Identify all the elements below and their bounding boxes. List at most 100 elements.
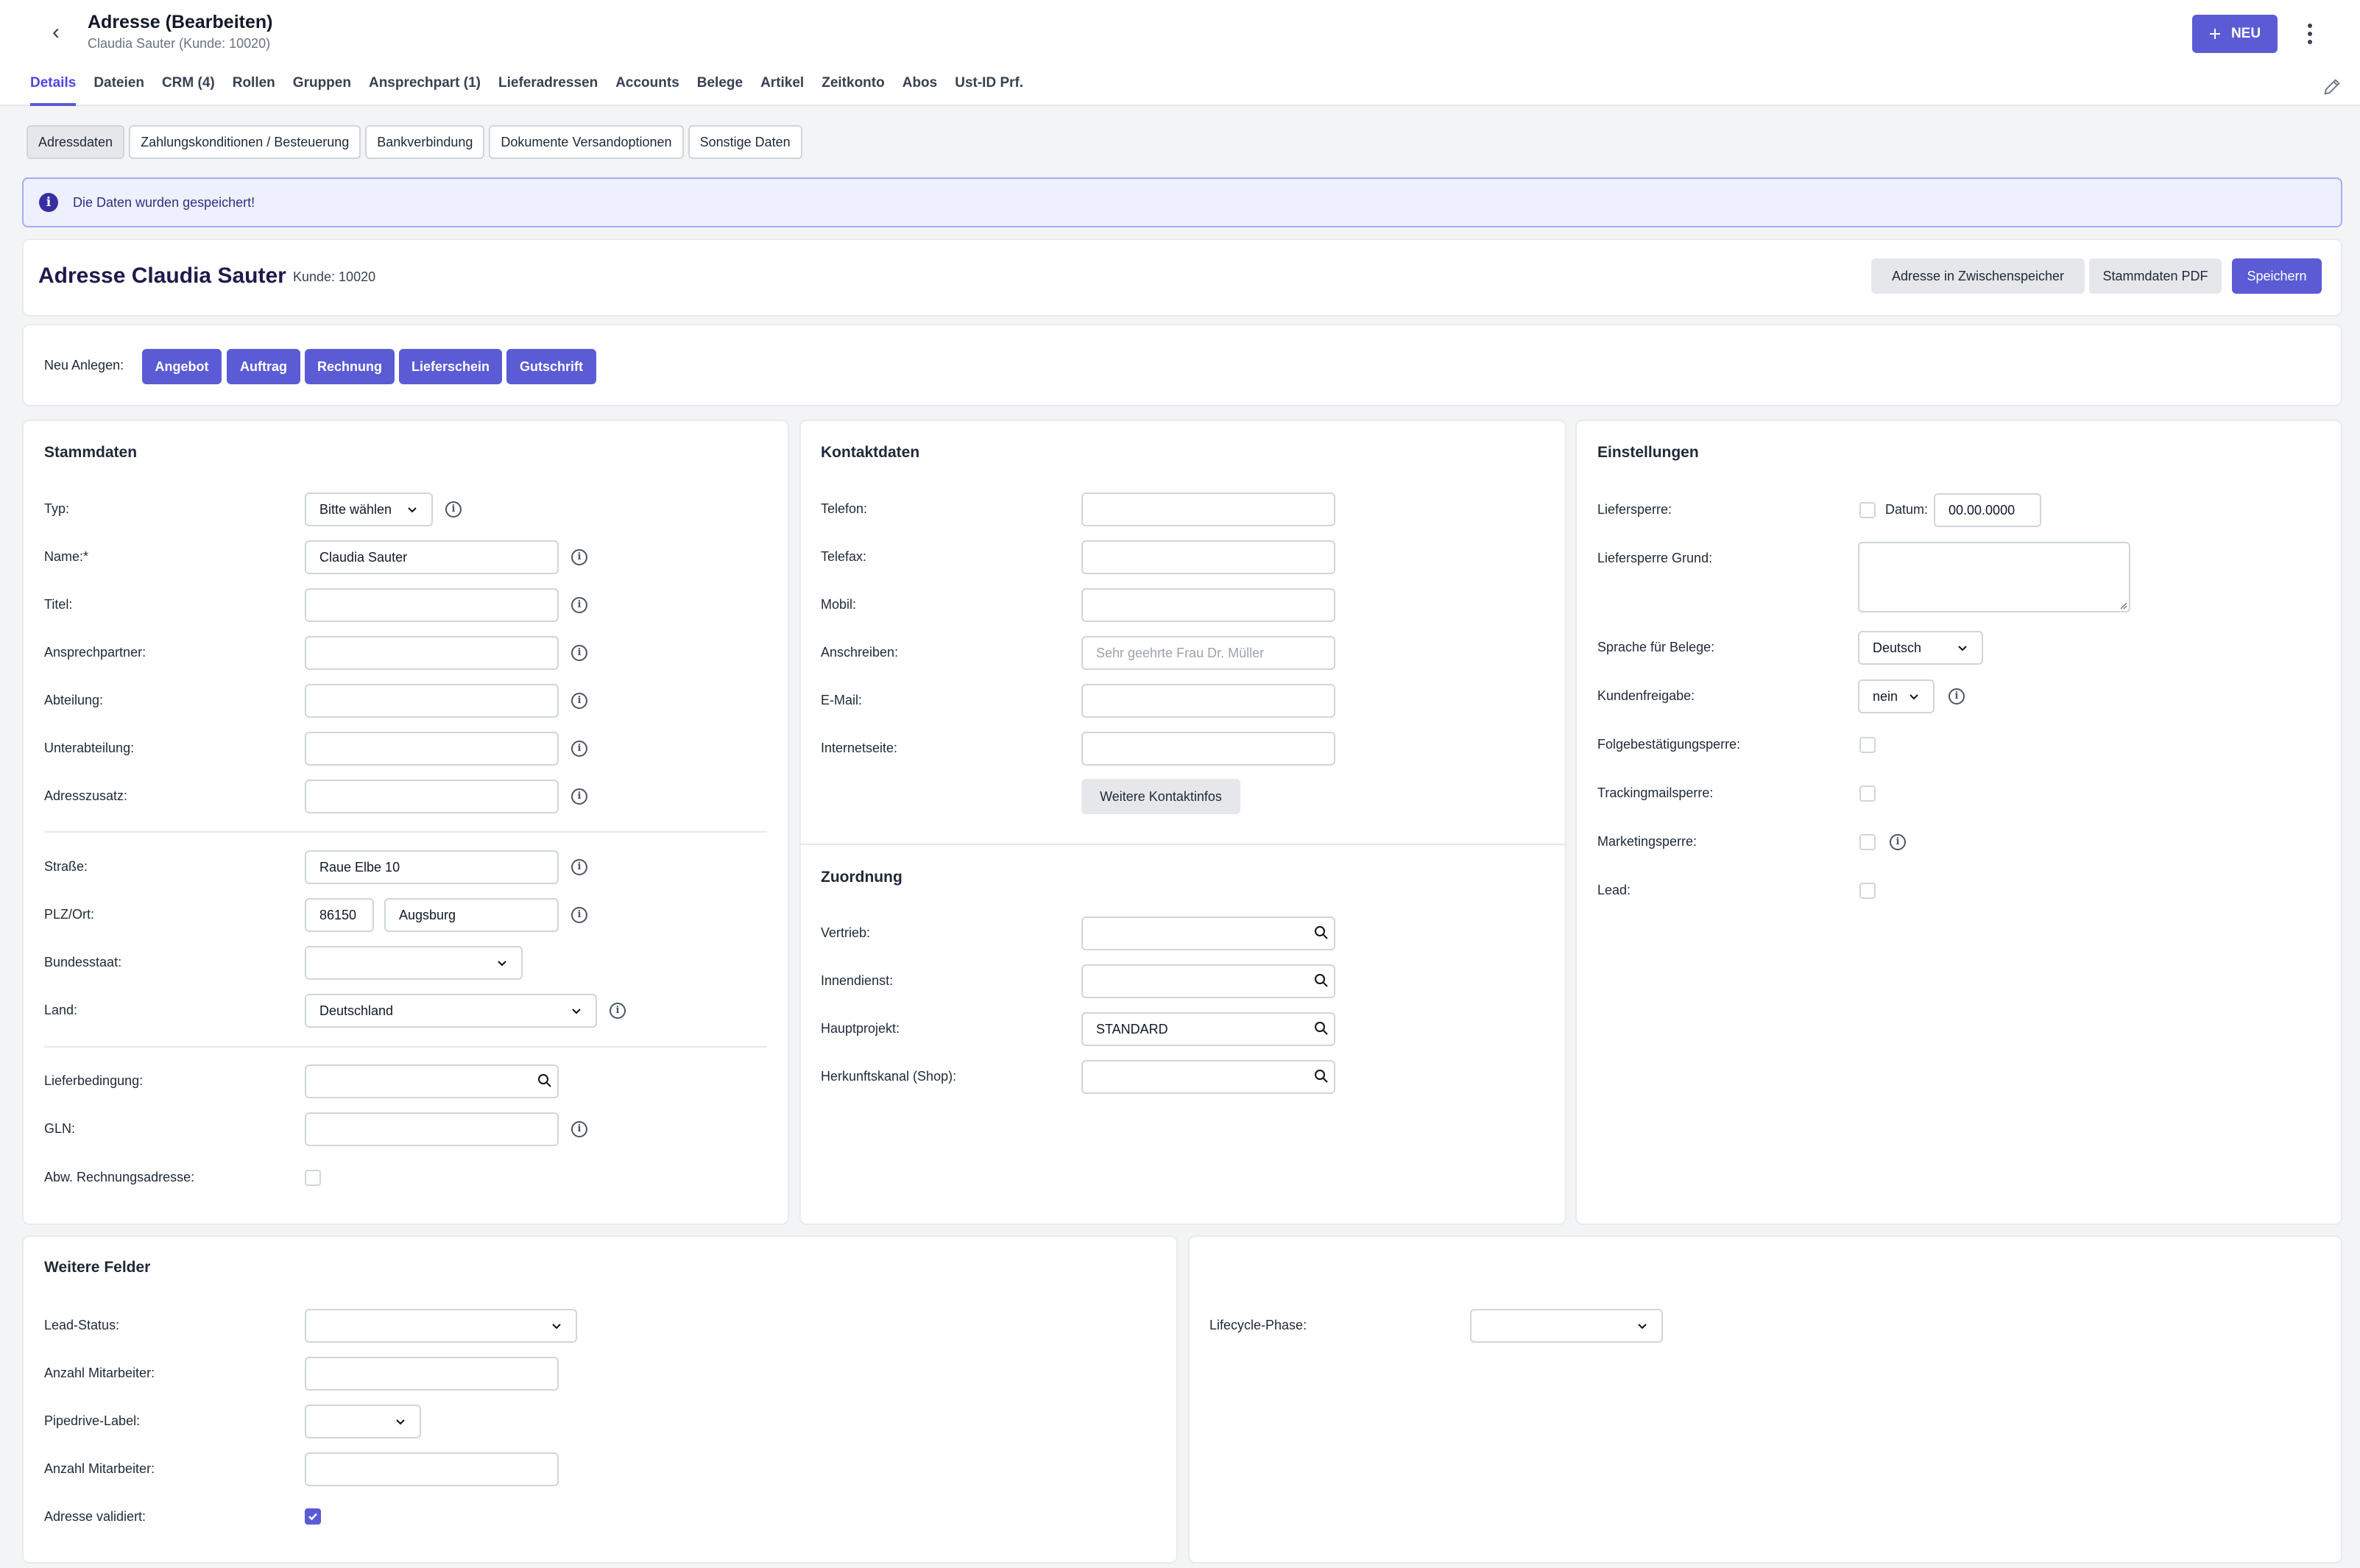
mobil-input[interactable] xyxy=(1081,588,1335,622)
adresse-validiert-checkbox[interactable] xyxy=(305,1508,321,1525)
search-icon[interactable] xyxy=(1314,1069,1329,1084)
weitere-kontaktinfos-button[interactable]: Weitere Kontaktinfos xyxy=(1081,779,1240,814)
info-icon[interactable]: i xyxy=(571,597,587,613)
mobil-label: Mobil: xyxy=(821,597,857,612)
back-chevron-icon[interactable]: ‹ xyxy=(52,20,60,44)
info-icon[interactable]: i xyxy=(571,693,587,709)
vertrieb-label: Vertrieb: xyxy=(821,925,871,940)
create-rechnung-button[interactable]: Rechnung xyxy=(305,349,395,384)
stammdaten-pdf-button[interactable]: Stammdaten PDF xyxy=(2089,258,2222,294)
search-icon[interactable] xyxy=(1314,973,1329,988)
internetseite-label: Internetseite: xyxy=(821,741,898,755)
create-lieferschein-button[interactable]: Lieferschein xyxy=(399,349,502,384)
pipedrive-label-select[interactable] xyxy=(305,1405,421,1438)
tab-details[interactable]: Details xyxy=(30,74,77,106)
typ-select[interactable]: Bitte wählen xyxy=(305,492,433,526)
titel-input[interactable] xyxy=(305,588,559,622)
subtab-adressdaten[interactable]: Adressdaten xyxy=(27,125,125,159)
kundenfreigabe-select[interactable]: nein xyxy=(1858,679,1935,713)
lead-status-select[interactable] xyxy=(305,1309,577,1343)
email-label: E-Mail: xyxy=(821,693,863,707)
abteilung-input[interactable] xyxy=(305,684,559,718)
tab-crm[interactable]: CRM (4) xyxy=(161,75,215,91)
info-icon[interactable]: i xyxy=(1949,688,1965,704)
subtab-bankverbindung[interactable]: Bankverbindung xyxy=(365,125,485,159)
search-icon[interactable] xyxy=(1314,925,1329,940)
info-icon[interactable]: i xyxy=(571,907,587,923)
lieferbedingung-input[interactable] xyxy=(305,1064,559,1098)
save-button[interactable]: Speichern xyxy=(2232,258,2322,294)
tab-accounts[interactable]: Accounts xyxy=(615,75,679,91)
sprache-select[interactable]: Deutsch xyxy=(1858,631,1983,665)
info-banner: i Die Daten wurden gespeichert! xyxy=(22,177,2342,227)
plz-input[interactable]: 86150 xyxy=(305,898,374,932)
info-icon[interactable]: i xyxy=(445,501,462,518)
liefersperre-grund-textarea[interactable] xyxy=(1858,542,2130,612)
folgebestaetigungssperre-label: Folgebestätigungsperre: xyxy=(1597,737,1741,752)
resize-handle-icon[interactable] xyxy=(2119,601,2127,610)
more-options-icon[interactable] xyxy=(2300,18,2320,50)
ort-input[interactable]: Augsburg xyxy=(384,898,559,932)
tab-zeitkonto[interactable]: Zeitkonto xyxy=(822,75,885,91)
subtab-zahlungskonditionen[interactable]: Zahlungskonditionen / Besteuerung xyxy=(129,125,361,159)
liefersperre-datum-input[interactable]: 00.00.0000 xyxy=(1934,493,2041,527)
new-button[interactable]: NEU xyxy=(2192,15,2278,53)
telefax-input[interactable] xyxy=(1081,540,1335,574)
folgebestaetigungssperre-checkbox[interactable] xyxy=(1859,737,1876,753)
trackingmailsperre-checkbox[interactable] xyxy=(1859,785,1876,802)
tab-dateien[interactable]: Dateien xyxy=(93,75,144,91)
anzahl-mitarbeiter-input[interactable] xyxy=(305,1357,559,1391)
bundesstaat-select[interactable] xyxy=(305,946,523,980)
search-icon[interactable] xyxy=(1314,1021,1329,1036)
land-select[interactable]: Deutschland xyxy=(305,994,597,1028)
name-input[interactable]: Claudia Sauter xyxy=(305,540,559,574)
tab-rollen[interactable]: Rollen xyxy=(232,75,275,91)
tab-ansprechpartner[interactable]: Ansprechpart (1) xyxy=(368,75,481,91)
datum-label: Datum: xyxy=(1885,502,1929,517)
lifecycle-phase-label: Lifecycle-Phase: xyxy=(1209,1318,1307,1332)
info-icon[interactable]: i xyxy=(1890,834,1906,850)
tab-ustid[interactable]: Ust-ID Prf. xyxy=(955,75,1024,91)
tab-abos[interactable]: Abos xyxy=(902,75,938,91)
tab-gruppen[interactable]: Gruppen xyxy=(292,75,351,91)
info-icon[interactable]: i xyxy=(571,741,587,757)
telefon-input[interactable] xyxy=(1081,492,1335,526)
tab-artikel[interactable]: Artikel xyxy=(760,75,805,91)
info-icon[interactable]: i xyxy=(571,859,587,875)
subtab-dokumente-versandoptionen[interactable]: Dokumente Versandoptionen xyxy=(489,125,684,159)
internetseite-input[interactable] xyxy=(1081,732,1335,766)
tab-lieferadressen[interactable]: Lieferadressen xyxy=(498,75,598,91)
liefersperre-checkbox[interactable] xyxy=(1859,502,1876,518)
tab-belege[interactable]: Belege xyxy=(696,75,743,91)
hauptprojekt-input[interactable]: STANDARD xyxy=(1081,1012,1335,1046)
info-icon[interactable]: i xyxy=(571,1121,587,1137)
bundesstaat-label: Bundesstaat: xyxy=(44,955,122,970)
info-icon[interactable]: i xyxy=(571,645,587,661)
search-icon[interactable] xyxy=(537,1073,552,1088)
herkunftskanal-input[interactable] xyxy=(1081,1060,1335,1094)
vertrieb-input[interactable] xyxy=(1081,917,1335,950)
clipboard-button[interactable]: Adresse in Zwischenspeicher xyxy=(1871,258,2085,294)
email-input[interactable] xyxy=(1081,684,1335,718)
create-angebot-button[interactable]: Angebot xyxy=(142,349,222,384)
create-gutschrift-button[interactable]: Gutschrift xyxy=(506,349,596,384)
subtab-sonstige-daten[interactable]: Sonstige Daten xyxy=(688,125,802,159)
info-icon[interactable]: i xyxy=(610,1003,626,1019)
gln-input[interactable] xyxy=(305,1112,559,1146)
lead-checkbox[interactable] xyxy=(1859,883,1876,899)
info-icon[interactable]: i xyxy=(571,788,587,805)
unterabteilung-input[interactable] xyxy=(305,732,559,766)
abw-rechnungsadresse-checkbox[interactable] xyxy=(305,1170,321,1186)
strasse-input[interactable]: Raue Elbe 10 xyxy=(305,850,559,884)
anzahl-mitarbeiter-2-input[interactable] xyxy=(305,1452,559,1486)
ansprechpartner-input[interactable] xyxy=(305,636,559,670)
anschreiben-input[interactable]: Sehr geehrte Frau Dr. Müller xyxy=(1081,636,1335,670)
edit-pencil-icon[interactable] xyxy=(2322,77,2342,97)
pipedrive-label-label: Pipedrive-Label: xyxy=(44,1413,141,1428)
adresszusatz-input[interactable] xyxy=(305,780,559,813)
lifecycle-phase-select[interactable] xyxy=(1470,1309,1663,1343)
marketingsperre-checkbox[interactable] xyxy=(1859,834,1876,850)
innendienst-input[interactable] xyxy=(1081,964,1335,998)
info-icon[interactable]: i xyxy=(571,549,587,565)
create-auftrag-button[interactable]: Auftrag xyxy=(227,349,300,384)
